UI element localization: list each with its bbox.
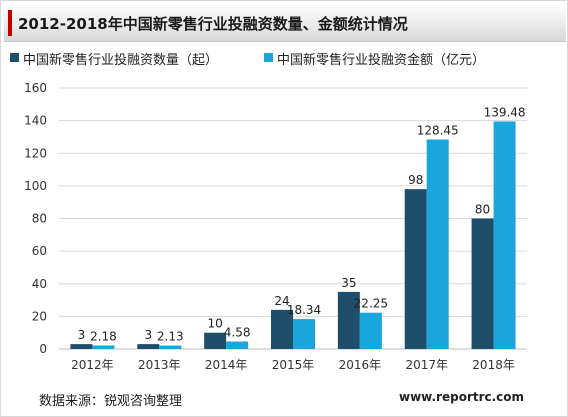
- bar-count: [404, 189, 427, 349]
- legend-label-count: 中国新零售行业投融资数量（起）: [23, 53, 219, 68]
- bar-count: [337, 291, 360, 349]
- y-tick-label: 160: [24, 81, 47, 95]
- bar-amount: [426, 139, 449, 349]
- data-label-count: 3: [144, 328, 152, 342]
- x-tick-label: 2016年: [339, 358, 382, 372]
- data-label-amount: 2.13: [157, 330, 184, 344]
- legend-swatch-amount: [264, 53, 273, 62]
- x-tick-label: 2017年: [405, 358, 448, 372]
- bar-count: [271, 309, 293, 349]
- y-tick-label: 120: [24, 146, 47, 160]
- data-label-count: 10: [208, 317, 223, 331]
- data-label-count: 35: [341, 276, 356, 290]
- source-note: 数据来源：锐观咨询整理: [39, 394, 183, 409]
- y-tick-label: 60: [32, 244, 47, 258]
- bar-count: [471, 218, 494, 349]
- title-bar: 2012-2018年中国新零售行业投融资数量、金额统计情况: [4, 4, 566, 42]
- data-label-amount: 128.45: [417, 123, 459, 137]
- website-url: www.reportrc.com: [399, 390, 525, 404]
- bar-amount: [359, 312, 382, 349]
- bar-count: [137, 344, 160, 349]
- data-label-count: 3: [78, 328, 86, 342]
- bar-amount: [226, 341, 249, 349]
- data-label-count: 24: [274, 294, 289, 308]
- bar-amount: [159, 345, 182, 349]
- y-tick-label: 20: [32, 309, 47, 323]
- data-label-count: 80: [475, 203, 490, 217]
- data-label-amount: 2.18: [90, 329, 117, 343]
- data-label-amount: 22.25: [354, 297, 388, 311]
- legend-swatch-count: [10, 53, 19, 62]
- y-tick-label: 0: [39, 342, 47, 356]
- bar-amount: [493, 121, 516, 349]
- chart-title: 2012-2018年中国新零售行业投融资数量、金额统计情况: [18, 15, 408, 33]
- bar-amount: [92, 345, 115, 349]
- y-tick-label: 140: [24, 114, 47, 128]
- y-tick-label: 80: [32, 212, 47, 226]
- legend-label-amount: 中国新零售行业投融资金额（亿元）: [277, 53, 486, 68]
- x-tick-label: 2018年: [472, 358, 515, 372]
- data-label-amount: 4.58: [224, 326, 251, 340]
- bar-count: [204, 332, 227, 349]
- x-tick-label: 2013年: [138, 358, 181, 372]
- x-tick-label: 2015年: [272, 358, 315, 372]
- bar-count: [70, 344, 93, 349]
- x-tick-label: 2012年: [71, 358, 114, 372]
- data-label-amount: 139.48: [484, 105, 526, 119]
- title-accent-bar: [8, 10, 12, 36]
- bar-amount: [293, 319, 315, 349]
- y-tick-label: 100: [24, 179, 47, 193]
- y-tick-label: 40: [32, 277, 47, 291]
- data-label-amount: 18.34: [287, 303, 321, 317]
- data-label-count: 98: [408, 173, 423, 187]
- x-tick-label: 2014年: [205, 358, 248, 372]
